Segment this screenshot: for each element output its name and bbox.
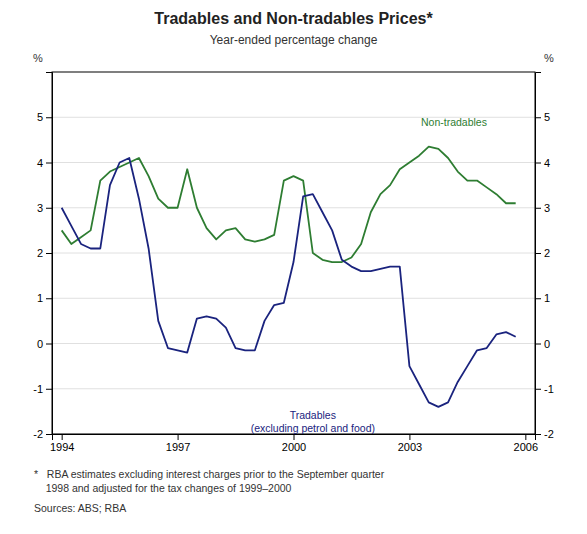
footnote: 1998 and adjusted for the tax changes of… (34, 482, 292, 494)
tick-mark (46, 117, 52, 118)
tick: 1997 (166, 434, 190, 453)
grid-line (52, 388, 535, 389)
tick-label: 3 (37, 202, 43, 214)
tick-label: 2 (544, 247, 550, 259)
tick-label: -2 (544, 428, 554, 440)
tick: -1 (535, 383, 554, 395)
tick-label: 2 (37, 247, 43, 259)
axis-line (536, 73, 542, 435)
grid-line (52, 343, 535, 344)
tick: 5 (535, 111, 550, 123)
grid-line (52, 207, 535, 208)
tick: 3 (535, 202, 550, 214)
grid (52, 117, 535, 434)
tick: -2 (33, 428, 52, 440)
y-axis: -2 -1 0 1 2 3 4 5 (33, 73, 52, 441)
tick-mark (535, 344, 541, 345)
tick-mark (535, 208, 541, 209)
tick-mark (535, 117, 541, 118)
lines (62, 147, 516, 407)
footnote: * RBA estimates excluding interest charg… (34, 468, 385, 480)
y2-axis: -2 -1 0 1 2 3 4 5 (535, 73, 554, 441)
tick-label: -2 (33, 428, 43, 440)
tick: 3 (37, 202, 52, 214)
tick: 0 (535, 338, 550, 350)
tick-mark (294, 434, 295, 440)
plot-frame (52, 72, 535, 434)
tick-label: 5 (37, 111, 43, 123)
tick-label: 0 (37, 338, 43, 350)
tick-mark (62, 434, 63, 440)
tick: 4 (535, 157, 550, 169)
tick: 4 (37, 157, 52, 169)
grid-line (52, 253, 535, 254)
title: Tradables and Non-tradables Prices* (154, 10, 433, 27)
tick-mark (46, 298, 52, 299)
tick-mark (46, 208, 52, 209)
axis-line (53, 435, 536, 441)
tick: 2003 (398, 434, 422, 453)
tick-mark (46, 434, 52, 435)
tick: 5 (37, 111, 52, 123)
tick-label: 4 (37, 157, 43, 169)
y2-axis-label: % (544, 52, 554, 64)
tick-label: 2003 (398, 441, 422, 453)
footnote: Sources: ABS; RBA (34, 502, 126, 514)
tick-label: 4 (544, 157, 550, 169)
x-axis: 1994 1997 2000 2003 2006 (50, 434, 538, 453)
tick-label: 0 (544, 338, 550, 350)
axis-line (46, 73, 53, 435)
series-line (62, 147, 516, 262)
tick-mark (46, 344, 52, 345)
chart: Tradables and Non-tradables Prices* Year-… (0, 0, 587, 534)
annotation: Tradables (290, 409, 336, 421)
tick-label: 3 (544, 202, 550, 214)
tick: 2006 (514, 434, 538, 453)
tick: 2 (37, 247, 52, 259)
annotations: Non-tradables Tradables(excluding petrol … (251, 116, 487, 434)
tick: 1 (535, 292, 550, 304)
tick: -1 (33, 383, 52, 395)
y-axis-label: % (33, 52, 43, 64)
annotation: (excluding petrol and food) (251, 422, 375, 434)
footnotes: * RBA estimates excluding interest charg… (34, 468, 385, 514)
subtitle: Year-ended percentage change (210, 33, 378, 47)
tick-label: 1 (37, 292, 43, 304)
grid-line (52, 298, 535, 299)
tick-mark (535, 298, 541, 299)
tick-mark (535, 163, 541, 164)
series-line (62, 158, 516, 407)
tick-mark (409, 434, 410, 440)
tick: 2000 (282, 434, 306, 453)
tick-mark (535, 253, 541, 254)
tick-label: -1 (33, 383, 43, 395)
tick: 2 (535, 247, 550, 259)
tick-label: 1997 (166, 441, 190, 453)
tick: 1994 (50, 434, 74, 453)
tick-label: 2006 (514, 441, 538, 453)
tick-mark (535, 434, 541, 435)
tick: 1 (37, 292, 52, 304)
tick: -2 (535, 428, 554, 440)
tick-label: -1 (544, 383, 554, 395)
tick-mark (46, 253, 52, 254)
annotation: Non-tradables (421, 116, 487, 128)
tick-mark (178, 434, 179, 440)
tick-label: 5 (544, 111, 550, 123)
tick: 0 (37, 338, 52, 350)
tick-label: 1 (544, 292, 550, 304)
tick-mark (46, 389, 52, 390)
tick-mark (525, 434, 526, 440)
tick-mark (535, 389, 541, 390)
tick-mark (46, 163, 52, 164)
tick-label: 2000 (282, 441, 306, 453)
tick-label: 1994 (50, 441, 74, 453)
grid-line (52, 162, 535, 163)
